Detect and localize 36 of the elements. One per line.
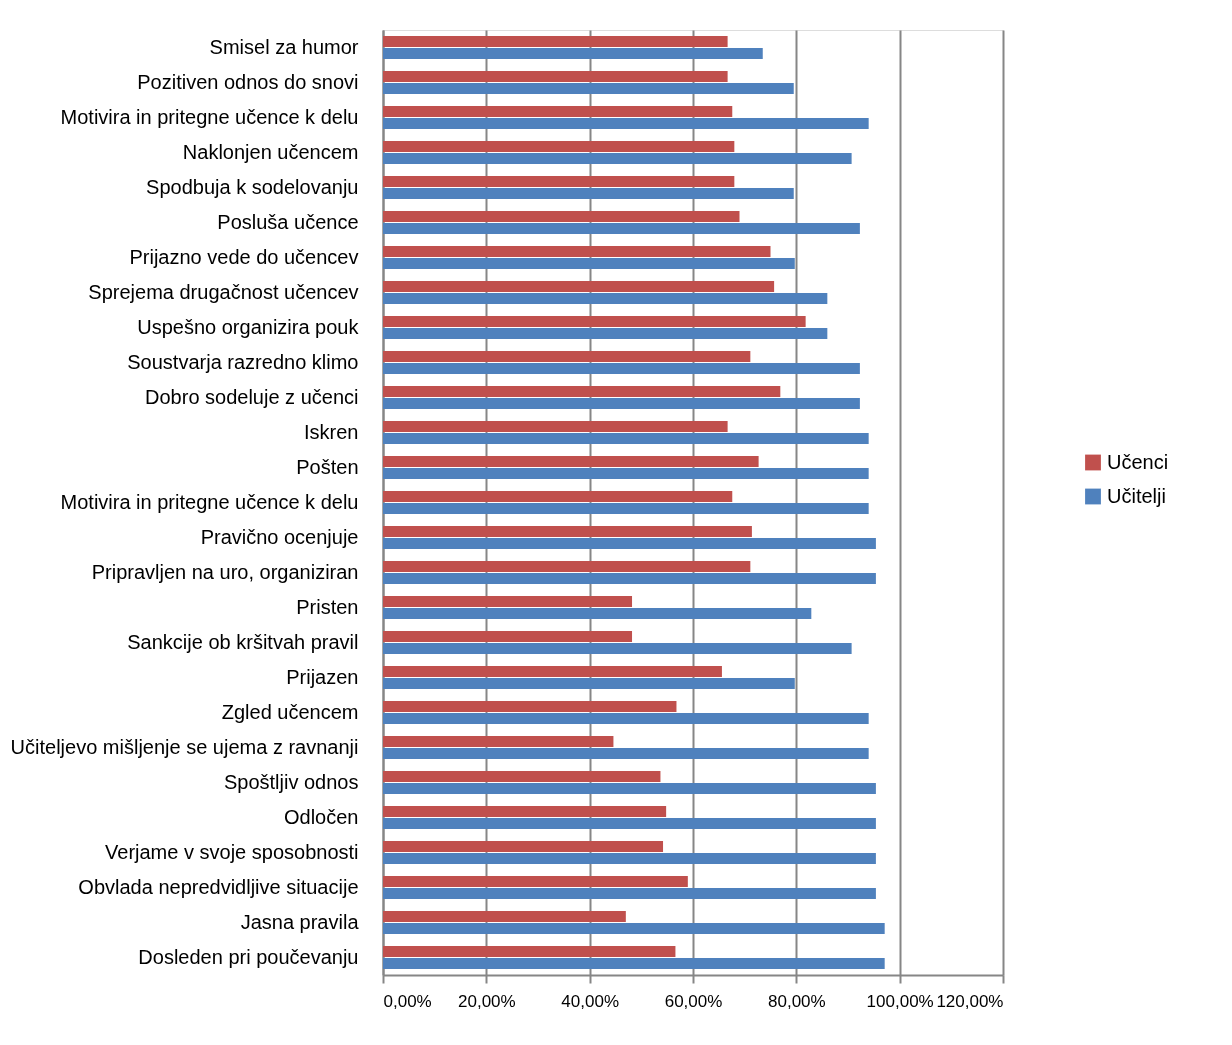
y-tick-label: Učiteljevo mišljenje se ujema z ravnanji: [10, 735, 359, 758]
y-tick-label: Soustvarja razredno klimo: [127, 350, 359, 373]
y-tick-label: Sankcije ob kršitvah pravil: [127, 630, 359, 653]
x-tick-label: 20,00%: [458, 991, 516, 1011]
y-tick-label: Posluša učence: [217, 210, 359, 233]
y-tick-label: Prijazno vede do učencev: [129, 245, 359, 268]
y-tick-label: Smisel za humor: [209, 35, 359, 58]
y-tick-label: Obvlada nepredvidljive situacije: [78, 875, 359, 898]
y-tick-label: Uspešno organizira pouk: [137, 315, 360, 338]
y-tick-label: Verjame v svoje sposobnosti: [105, 840, 359, 863]
y-tick-label: Spodbuja k sodelovanju: [146, 175, 359, 198]
y-tick-label: Pošten: [296, 455, 359, 478]
y-tick-label: Motivira in pritegne učence k delu: [60, 490, 359, 513]
x-tick-label: 120,00%: [936, 991, 1004, 1011]
y-tick-label: Prijazen: [286, 665, 359, 688]
y-tick-label: Jasna pravila: [240, 910, 360, 933]
y-tick-label: Spoštljiv odnos: [223, 770, 359, 793]
x-tick-label: 0,00%: [383, 991, 432, 1011]
y-tick-label: Motivira in pritegne učence k delu: [60, 105, 359, 128]
legend-label: Učitelji: [1107, 484, 1166, 507]
x-tick-label: 40,00%: [561, 991, 619, 1011]
y-tick-label: Odločen: [284, 805, 359, 828]
y-tick-label: Sprejema drugačnost učencev: [88, 280, 359, 303]
y-tick-label: Iskren: [304, 420, 359, 443]
legend-label: Učenci: [1107, 450, 1169, 473]
y-tick-label: Pravično ocenjuje: [200, 525, 359, 548]
x-tick-label: 80,00%: [768, 991, 826, 1011]
y-tick-label: Zgled učencem: [221, 700, 359, 723]
x-tick-label: 60,00%: [664, 991, 723, 1011]
y-tick-label: Dosleden pri poučevanju: [138, 945, 359, 968]
y-tick-label: Pristen: [296, 595, 359, 618]
y-tick-label: Pripravljen na uro, organiziran: [91, 560, 359, 583]
x-tick-label: 100,00%: [866, 991, 934, 1011]
y-tick-label: Pozitiven odnos do snovi: [137, 70, 359, 93]
y-tick-label: Naklonjen učencem: [182, 140, 359, 163]
y-tick-label: Dobro sodeluje z učenci: [145, 385, 359, 408]
